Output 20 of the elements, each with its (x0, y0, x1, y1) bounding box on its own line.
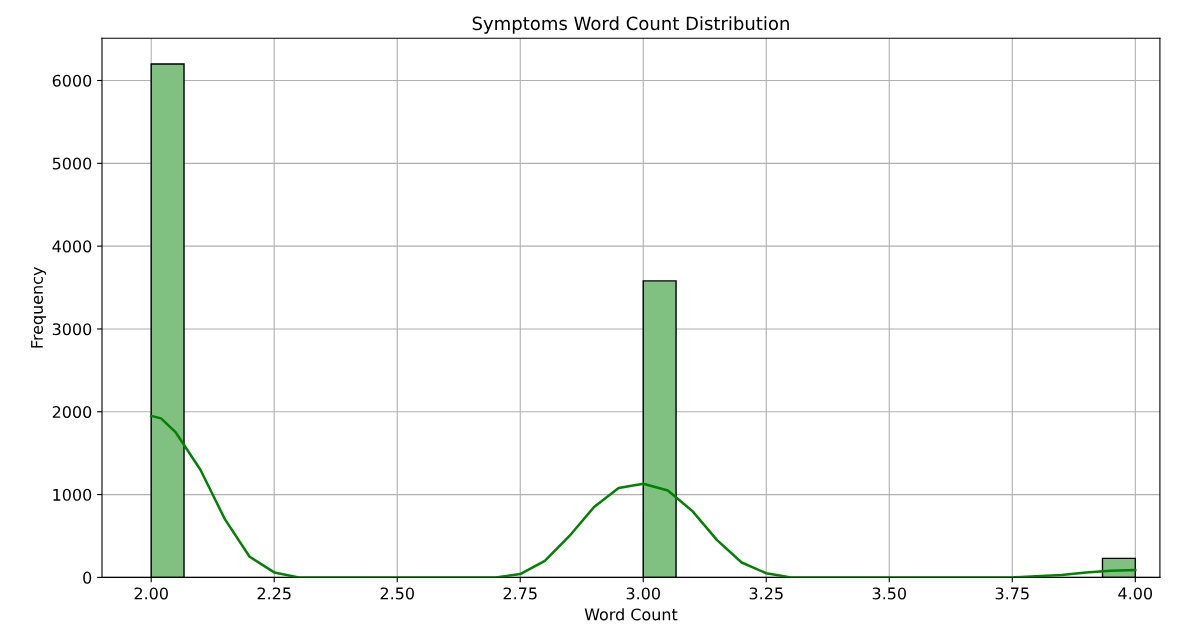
x-tick-label: 2.75 (503, 587, 537, 600)
x-axis-title: Word Count (584, 608, 678, 621)
x-tick-label: 3.25 (749, 587, 783, 600)
y-tick-label: 6000 (52, 74, 92, 87)
y-axis-title: Frequency (31, 267, 47, 348)
line-series (149, 414, 1137, 578)
y-tick-label: 5000 (52, 157, 92, 170)
y-tick-label: 2000 (52, 405, 92, 419)
y-tick-label: 3000 (52, 323, 92, 336)
x-tick-label: 3.75 (995, 587, 1029, 600)
x-tick-label: 2.50 (380, 587, 414, 600)
x-tick-label: 2.00 (134, 587, 168, 600)
x-tick-label: 3.50 (872, 587, 906, 600)
y-tick-label: 1000 (53, 488, 92, 501)
chart-title: Symptoms Word Count Distribution (472, 16, 789, 34)
x-tick-label: 2.25 (257, 587, 291, 600)
y-tick-label: 0 (83, 571, 92, 584)
x-tick-label: 4.00 (1118, 587, 1153, 600)
x-tick-label: 3.00 (626, 587, 660, 600)
y-tick-label: 4000 (52, 240, 92, 253)
